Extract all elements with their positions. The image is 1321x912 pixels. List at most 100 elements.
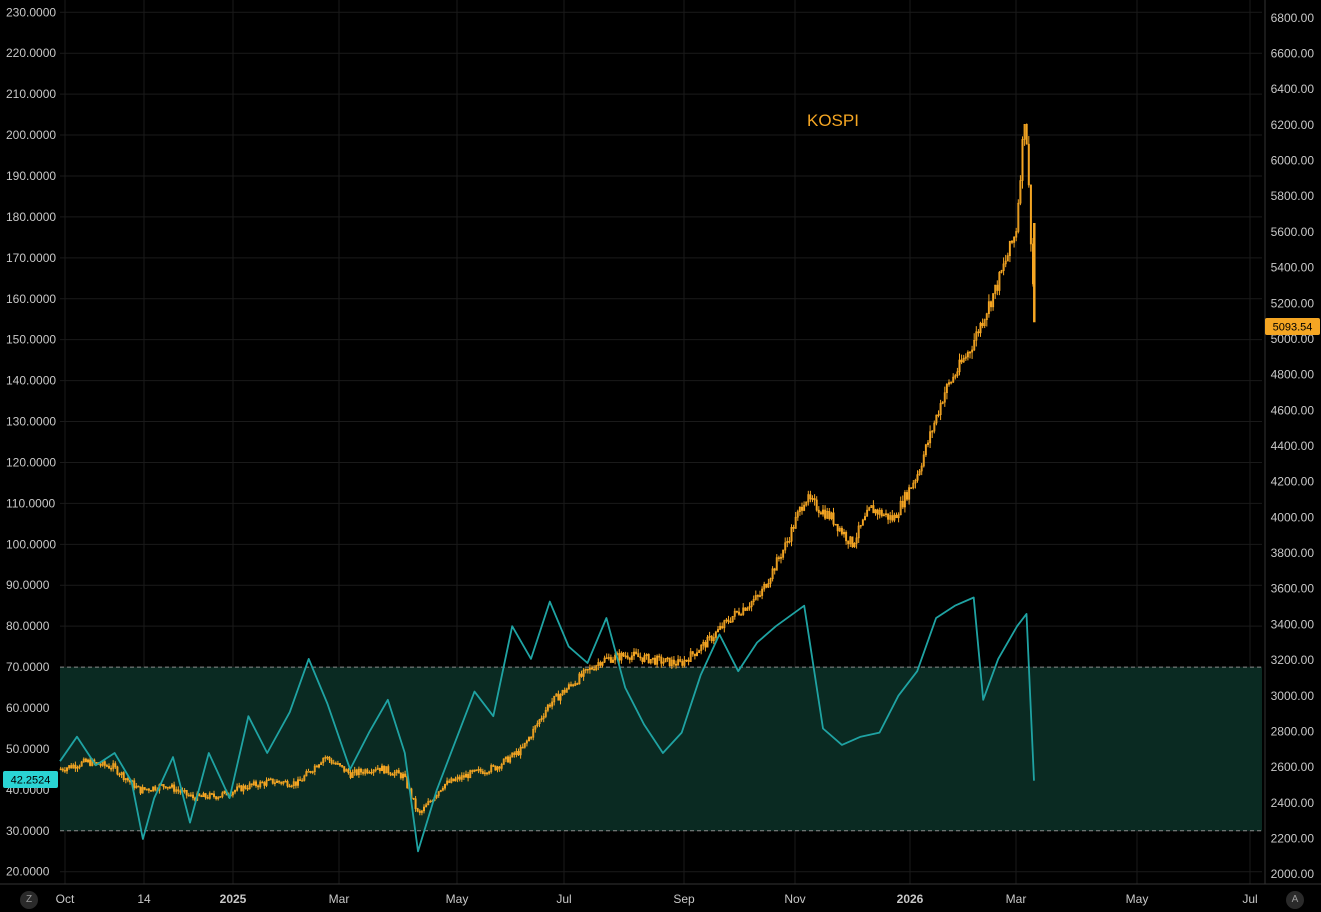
candle-body [343,766,346,772]
candle-body [471,770,474,772]
candle-body [716,629,719,633]
candle-body [481,771,484,774]
candle-body [985,313,988,320]
candle-body [975,331,978,341]
candle-body [880,509,883,517]
candle-body [857,525,860,539]
candle-body [414,798,417,809]
candle-body [788,540,791,543]
auto-scale-right-button[interactable]: A [1286,891,1304,909]
candle-body [1025,124,1028,145]
candle-body [681,661,684,666]
candle-body [1033,223,1036,323]
candle-body [517,750,520,756]
candle-body [540,718,543,720]
left-axis-tick-label: 150.0000 [6,333,56,347]
candle-body [72,764,75,769]
candle-body [284,780,287,783]
candle-body [702,641,705,646]
candle-body [116,766,119,775]
candle-body [544,710,547,717]
candle-body [458,776,461,780]
candle-body [870,505,873,508]
time-axis-tick-label: Jul [1242,892,1257,906]
candle-body [935,414,938,424]
candle-body [530,736,533,739]
candle-body [154,786,157,791]
candle-body [962,358,965,363]
candle-body [202,793,205,797]
candle-body [166,786,169,789]
candle-body [914,480,917,484]
candle-body [189,794,192,797]
time-axis-tick-label: May [1126,892,1149,906]
candle-body [454,778,457,782]
candle-body [769,578,772,584]
candle-body [899,500,902,516]
candle-body [261,781,264,784]
candle-body [677,659,680,666]
candle-body [660,656,663,664]
right-axis-tick-label: 5200.00 [1271,296,1315,310]
candle-body [851,536,854,548]
candle-body [889,515,892,520]
candle-body [221,792,224,797]
candle-body [452,778,455,782]
kospi-series-label: KOSPI [807,111,859,130]
candle-body [179,790,182,793]
candle-body [368,771,371,774]
candle-body [271,778,274,784]
candle-body [954,375,957,378]
candle-body [710,635,713,642]
candle-body [206,797,209,799]
candle-body [945,383,948,394]
candle-body [334,762,337,765]
candle-body [763,583,766,590]
candle-body [698,650,701,653]
candle-body [704,641,707,648]
candle-body [750,601,753,607]
left-axis-tick-label: 20.0000 [6,865,50,879]
candle-body [668,657,671,667]
candle-body [460,775,463,780]
candle-body [586,668,589,671]
candle-body [114,763,117,768]
candle-body [832,512,835,525]
candle-body [891,515,894,521]
time-axis-tick-label: 2025 [220,892,247,906]
candle-body [355,769,358,775]
candle-body [332,762,335,765]
candle-body [183,789,186,792]
candle-body [250,783,253,786]
candle-body [462,775,465,778]
candle-body [234,790,237,793]
left-axis: 230.0000 220.0000 210.0000 200.0000 190.0000… [6,5,56,878]
candle-body [68,765,71,769]
right-axis-tick-label: 6000.00 [1271,154,1315,168]
candle-body [173,784,176,792]
candle-body [685,659,688,662]
candle-body [257,785,260,788]
candle-body [210,793,213,795]
candle-body [110,767,113,770]
candle-body [248,783,251,790]
candle-body [994,284,997,294]
candle-body [99,764,102,766]
candle-body [784,542,787,551]
candle-body [815,499,818,511]
candle-body [448,780,451,783]
candle-body [63,769,66,772]
candle-body [87,759,90,763]
candle-body [922,454,925,467]
candle-body [817,509,820,513]
candle-body [628,657,631,660]
candle-body [534,725,537,730]
candle-body [653,657,656,665]
candle-body [746,607,749,611]
candle-body [435,795,438,798]
candle-body [842,531,845,535]
candle-body [509,756,512,763]
candle-body [1010,240,1013,243]
candle-body [521,746,524,749]
auto-scale-left-button[interactable]: Z [20,891,38,909]
